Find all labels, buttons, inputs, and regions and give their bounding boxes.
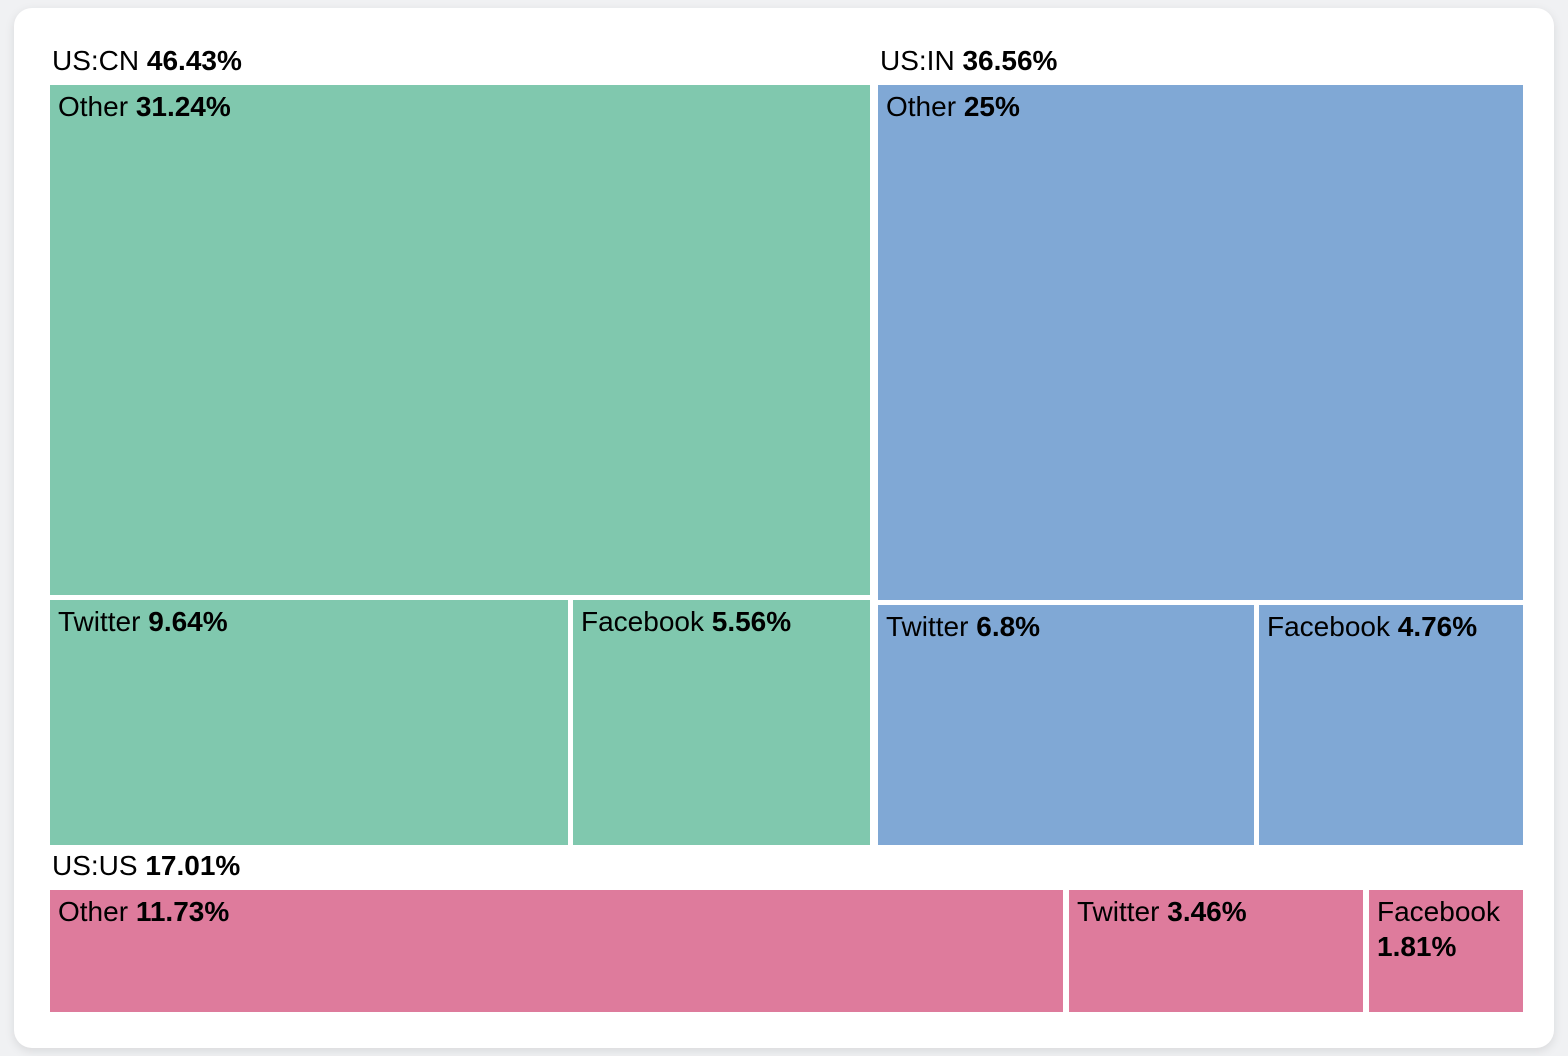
group-label: US:US [52, 850, 138, 881]
group-label: US:CN [52, 45, 140, 76]
cell-label: Twitter 9.64% [50, 600, 568, 639]
cell-name: Facebook [581, 606, 704, 637]
treemap-cell-us-cn-facebook[interactable]: Facebook 5.56% [573, 600, 870, 845]
treemap-cell-us-cn-other[interactable]: Other 31.24% [50, 85, 870, 595]
treemap-group-header-us-us: US:US 17.01% [52, 849, 240, 883]
cell-name: Twitter [886, 611, 969, 642]
treemap-cell-us-us-other[interactable]: Other 11.73% [50, 890, 1063, 1012]
cell-name: Other [58, 91, 129, 122]
cell-value: 31.24% [135, 91, 231, 122]
cell-name: Twitter [58, 606, 141, 637]
treemap-cell-us-us-twitter[interactable]: Twitter 3.46% [1069, 890, 1363, 1012]
cell-label: Other 25% [878, 85, 1523, 124]
treemap-group-header-us-cn: US:CN 46.43% [52, 44, 242, 78]
cell-value: 9.64% [148, 606, 228, 637]
cell-label: Other 31.24% [50, 85, 870, 124]
cell-name: Other [58, 896, 129, 927]
group-value: 36.56% [962, 45, 1058, 76]
treemap-cell-us-in-other[interactable]: Other 25% [878, 85, 1523, 600]
cell-name: Twitter [1077, 896, 1160, 927]
group-value: 46.43% [146, 45, 242, 76]
cell-value: 3.46% [1167, 896, 1247, 927]
cell-value: 1.81% [1377, 931, 1457, 962]
treemap-cell-us-us-facebook[interactable]: Facebook 1.81% [1369, 890, 1523, 1012]
cell-name: Other [886, 91, 957, 122]
cell-value: 4.76% [1397, 611, 1478, 642]
cell-value: 6.8% [976, 611, 1041, 642]
cell-label: Facebook 1.81% [1369, 890, 1523, 964]
cell-label: Facebook 5.56% [573, 600, 870, 639]
cell-value: 11.73% [135, 896, 230, 927]
cell-value: 5.56% [711, 606, 792, 637]
cell-name: Facebook [1267, 611, 1390, 642]
cell-label: Other 11.73% [50, 890, 1063, 929]
cell-label: Twitter 6.8% [878, 605, 1254, 644]
treemap-cell-us-cn-twitter[interactable]: Twitter 9.64% [50, 600, 568, 845]
cell-label: Twitter 3.46% [1069, 890, 1363, 929]
cell-name: Facebook [1377, 896, 1500, 927]
group-value: 17.01% [145, 850, 241, 881]
cell-value: 25% [963, 91, 1020, 122]
treemap-cell-us-in-facebook[interactable]: Facebook 4.76% [1259, 605, 1523, 845]
treemap-cell-us-in-twitter[interactable]: Twitter 6.8% [878, 605, 1254, 845]
group-label: US:IN [880, 45, 955, 76]
treemap-group-header-us-in: US:IN 36.56% [880, 44, 1057, 78]
cell-label: Facebook 4.76% [1259, 605, 1523, 644]
